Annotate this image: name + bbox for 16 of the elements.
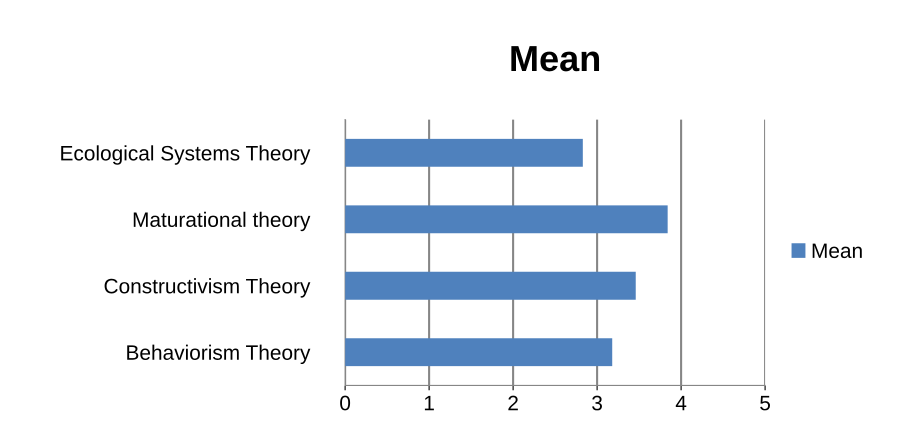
x-tick-label: 4 <box>676 396 686 410</box>
y-tick-label: Maturational theory <box>134 212 310 232</box>
y-tick-label: Ecological Systems Theory <box>61 145 310 165</box>
x-tick-label: 5 <box>760 396 770 410</box>
bar <box>345 272 636 300</box>
y-tick-label: Behaviorism Theory <box>127 344 310 364</box>
bar <box>345 138 583 167</box>
x-tick-label: 0 <box>340 396 350 410</box>
chart-title: Mean <box>511 46 600 72</box>
x-tick-label: 1 <box>424 396 434 410</box>
x-tick-label: 2 <box>508 396 518 410</box>
bar <box>345 338 612 366</box>
bar <box>345 205 668 234</box>
legend-label: Mean <box>812 244 862 258</box>
x-tick-label: 3 <box>592 396 602 410</box>
y-tick-label: Constructivism Theory <box>104 278 310 298</box>
